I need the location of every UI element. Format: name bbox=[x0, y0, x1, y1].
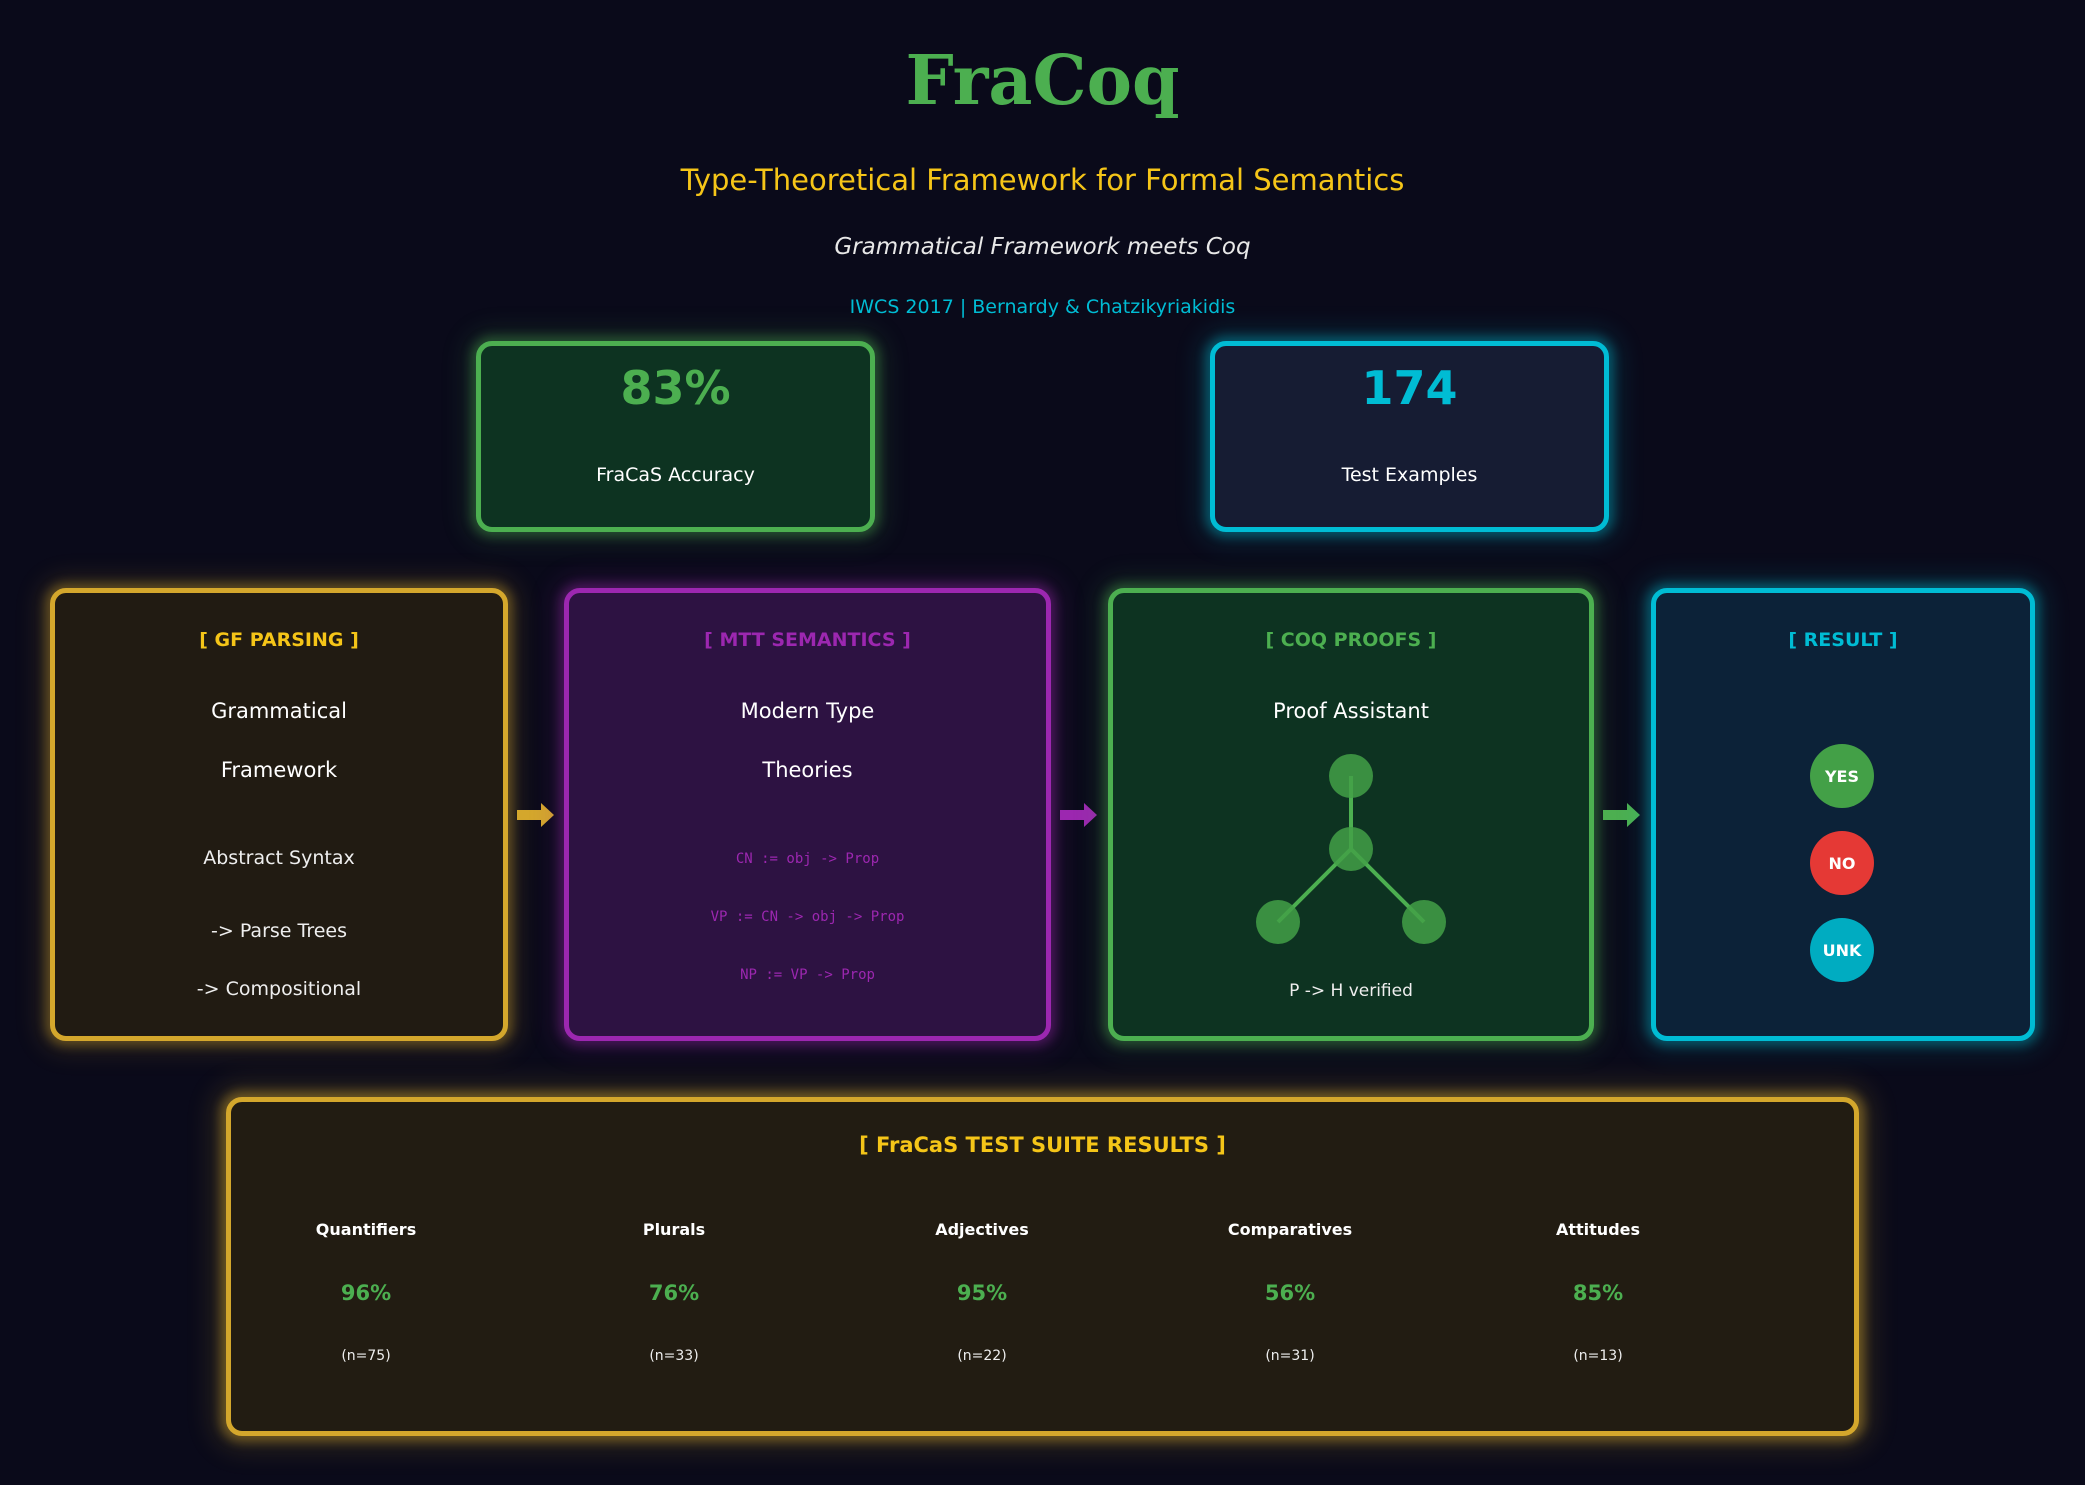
accuracy-label: FraCaS Accuracy bbox=[596, 464, 755, 486]
category-accuracy: 76% bbox=[648, 1281, 700, 1305]
accuracy-value: 83% bbox=[620, 361, 731, 415]
gf-detail-abstract-syntax: Abstract Syntax bbox=[203, 847, 355, 869]
examples-value: 174 bbox=[1361, 361, 1458, 415]
arrow-right-icon bbox=[1603, 803, 1640, 827]
gf-parsing-header: [ GF PARSING ] bbox=[199, 629, 359, 651]
category-count: (n=22) bbox=[957, 1348, 1007, 1364]
result-unk-badge: UNK bbox=[1810, 918, 1874, 982]
mtt-semantics-panel: [ MTT SEMANTICS ] Modern Type Theories C… bbox=[564, 588, 1051, 1041]
category-accuracy: 96% bbox=[340, 1281, 392, 1305]
arrow-right-icon bbox=[1060, 803, 1097, 827]
gf-detail-compositional: -> Compositional bbox=[196, 978, 362, 1000]
tagline: Grammatical Framework meets Coq bbox=[834, 234, 1251, 260]
coq-proofs-panel: [ COQ PROOFS ] Proof Assistant P -> H ve… bbox=[1108, 588, 1594, 1041]
gf-title-line2: Framework bbox=[220, 758, 338, 782]
category-accuracy: 85% bbox=[1572, 1281, 1624, 1305]
page-subtitle: Type-Theoretical Framework for Formal Se… bbox=[680, 163, 1405, 197]
venue-authors: IWCS 2017 | Bernardy & Chatzikyriakidis bbox=[849, 296, 1236, 318]
category-count: (n=33) bbox=[649, 1348, 699, 1364]
category-name: Attitudes bbox=[1555, 1220, 1641, 1239]
result-yes-badge: YES bbox=[1810, 744, 1874, 808]
mtt-title-line1: Modern Type bbox=[740, 699, 875, 723]
coq-verified-footer: P -> H verified bbox=[1289, 981, 1413, 1001]
arrow-right-icon bbox=[517, 803, 554, 827]
gf-parsing-panel: [ GF PARSING ] Grammatical Framework Abs… bbox=[50, 588, 508, 1041]
category-accuracy: 56% bbox=[1264, 1281, 1316, 1305]
category-name: Adjectives bbox=[935, 1220, 1029, 1239]
gf-title-line1: Grammatical bbox=[211, 699, 347, 723]
test-suite-results-panel: [ FraCaS TEST SUITE RESULTS ] Quantifier… bbox=[226, 1097, 1859, 1436]
examples-stat-card: 174 Test Examples bbox=[1210, 341, 1609, 532]
accuracy-stat-card: 83% FraCaS Accuracy bbox=[476, 341, 875, 532]
coq-proofs-header: [ COQ PROOFS ] bbox=[1265, 629, 1437, 651]
mtt-semantics-header: [ MTT SEMANTICS ] bbox=[704, 629, 911, 651]
category-accuracy: 95% bbox=[956, 1281, 1008, 1305]
proof-tree-icon bbox=[1256, 754, 1446, 944]
test-suite-header: [ FraCaS TEST SUITE RESULTS ] bbox=[859, 1133, 1226, 1157]
category-count: (n=13) bbox=[1573, 1348, 1623, 1364]
gf-detail-parse-trees: -> Parse Trees bbox=[211, 920, 347, 942]
result-no-badge: NO bbox=[1810, 831, 1874, 895]
category-count: (n=75) bbox=[341, 1348, 391, 1364]
coq-title-line1: Proof Assistant bbox=[1273, 699, 1429, 723]
mtt-code-vp: VP := CN -> obj -> Prop bbox=[710, 909, 905, 925]
page-title: FraCoq bbox=[905, 41, 1180, 121]
category-count: (n=31) bbox=[1265, 1348, 1315, 1364]
result-panel: [ RESULT ] YES NO UNK bbox=[1651, 588, 2035, 1041]
examples-label: Test Examples bbox=[1341, 464, 1478, 486]
result-header: [ RESULT ] bbox=[1788, 629, 1898, 651]
mtt-code-cn: CN := obj -> Prop bbox=[735, 851, 880, 867]
category-name: Comparatives bbox=[1227, 1220, 1353, 1239]
category-name: Quantifiers bbox=[315, 1220, 417, 1239]
mtt-title-line2: Theories bbox=[762, 758, 853, 782]
category-name: Plurals bbox=[642, 1220, 706, 1239]
mtt-code-np: NP := VP -> Prop bbox=[740, 967, 875, 983]
